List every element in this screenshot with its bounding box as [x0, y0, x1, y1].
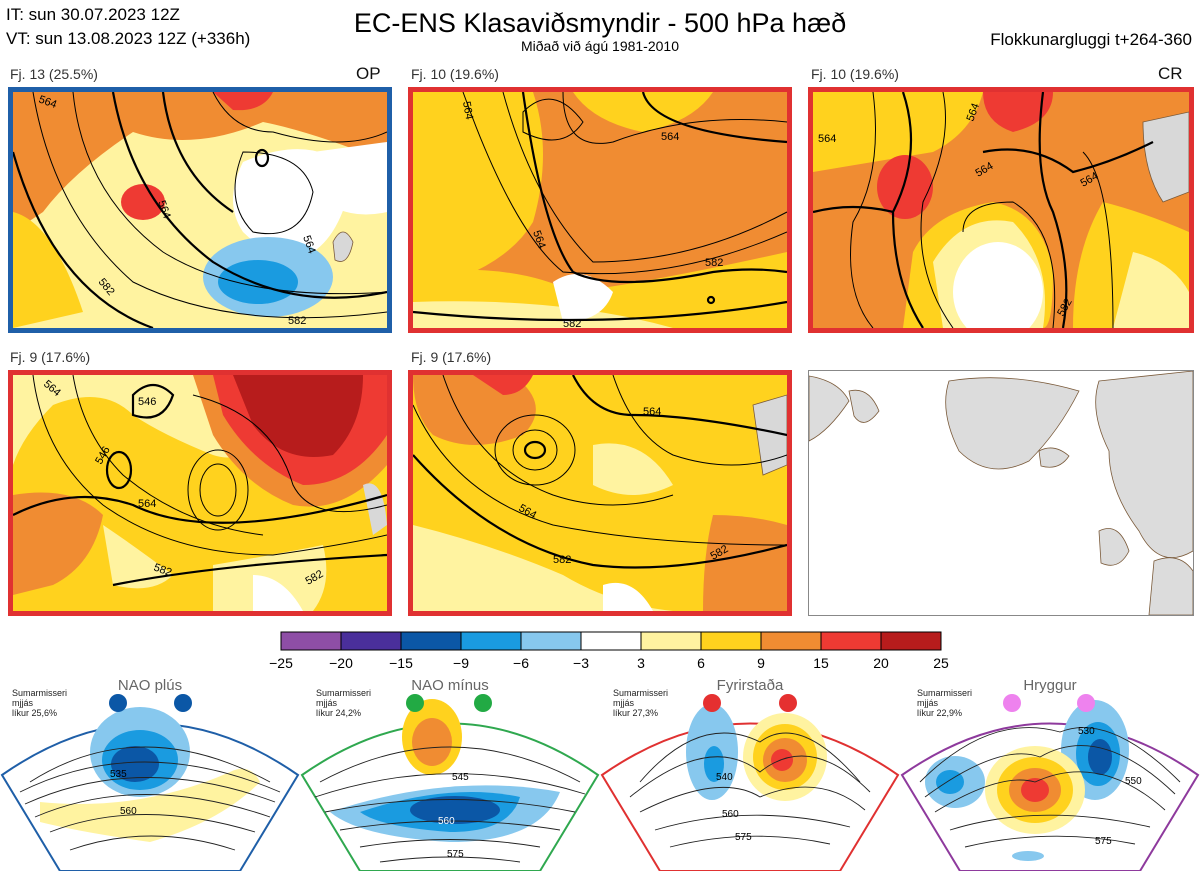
regime-title: NAO mínus	[411, 677, 489, 694]
regime-title: NAO plús	[118, 677, 182, 694]
colorbar	[280, 631, 942, 651]
colorbar-tick-label: 15	[813, 655, 829, 671]
contour-label: 564	[661, 131, 679, 143]
panel-3-label: Fj. 10 (19.6%)	[811, 66, 899, 82]
regime-blocking: Fyrirstaða Sumarmisseri mjjás líkur 27,3…	[600, 677, 900, 871]
regime-probability: líkur 22,9%	[917, 708, 962, 718]
contour-label: 530	[1078, 726, 1095, 737]
regime-note: mjjás	[12, 698, 34, 708]
colorbar-tick-label: −20	[329, 655, 353, 671]
contour-label: 564	[965, 102, 983, 123]
regime-note: Sumarmisseri	[316, 688, 371, 698]
regime-note: mjjás	[613, 698, 635, 708]
regime-nao-minus: NAO mínus Sumarmisseri mjjás líkur 24,2%…	[300, 677, 600, 871]
cluster-map-2: 564 564 564 582 582	[408, 87, 792, 333]
colorbar-tick-label: −9	[453, 655, 469, 671]
colorbar-tick-label: 6	[697, 655, 705, 671]
regime-probability: líkur 27,3%	[613, 708, 658, 718]
contour-label: 575	[447, 849, 464, 860]
contour-label: 564	[643, 406, 661, 418]
colorbar-tick-label: −15	[389, 655, 413, 671]
page-title: EC-ENS Klasaviðsmyndir - 500 hPa hæð	[353, 8, 847, 38]
contour-label: 564	[300, 234, 318, 255]
colorbar-tick-label: −6	[513, 655, 529, 671]
cluster-map-1: 564 564 582 564 582	[8, 87, 392, 333]
base-map	[808, 370, 1194, 616]
regime-maps: NAO plús Sumarmisseri mjjás líkur 25,6% …	[0, 677, 1200, 871]
valid-time: VT: sun 13.08.2023 12Z (+336h)	[6, 29, 251, 48]
contour-label: 564	[460, 100, 475, 120]
regime-nao-plus: NAO plús Sumarmisseri mjjás líkur 25,6% …	[0, 677, 300, 871]
colorbar-swatch	[520, 631, 582, 651]
contour-label: 564	[138, 498, 156, 510]
colorbar-tick-label: −25	[269, 655, 293, 671]
page-subtitle: Miðað við ágú 1981-2010	[520, 38, 679, 54]
panel-1-label: Fj. 13 (25.5%)	[10, 66, 98, 82]
contour-label: 575	[735, 832, 752, 843]
cluster-map-4: 564 546 546 564 582 582	[8, 370, 392, 616]
colorbar-swatch	[760, 631, 822, 651]
contour-label: 540	[716, 772, 733, 783]
regime-note: mjjás	[316, 698, 338, 708]
contour-label: 564	[155, 199, 173, 220]
contour-label: 546	[138, 396, 156, 408]
colorbar-swatch	[280, 631, 342, 651]
regime-note: Sumarmisseri	[12, 688, 67, 698]
contour-label: 560	[120, 806, 137, 817]
contour-label: 535	[110, 769, 127, 780]
colorbar-tick-label: 9	[757, 655, 765, 671]
colorbar-swatch	[700, 631, 762, 651]
panel-3-tag: CR	[1158, 64, 1183, 83]
colorbar-swatch	[460, 631, 522, 651]
cluster-map-5: 564 564 582 582	[408, 370, 792, 616]
contour-label: 582	[152, 562, 173, 580]
panel-4-label: Fj. 9 (17.6%)	[10, 349, 91, 365]
panel-5-label: Fj. 9 (17.6%)	[411, 349, 492, 365]
colorbar-swatch	[340, 631, 402, 651]
contour-label: 575	[1095, 836, 1112, 847]
cluster-map-3: 564 564 564 564 582	[808, 87, 1194, 333]
colorbar-tick-label: 20	[873, 655, 889, 671]
regime-note: Sumarmisseri	[917, 688, 972, 698]
contour-label: 564	[818, 133, 836, 145]
regime-note: mjjás	[917, 698, 939, 708]
colorbar-swatch	[640, 631, 702, 651]
contour-label: 582	[288, 315, 306, 327]
contour-label: 560	[438, 816, 455, 827]
panel-2-label: Fj. 10 (19.6%)	[411, 66, 499, 82]
colorbar-swatch	[400, 631, 462, 651]
contour-label: 582	[705, 257, 723, 269]
contour-label: 582	[563, 318, 581, 328]
contour-label: 564	[37, 94, 58, 112]
classification-window: Flokkunargluggi t+264-360	[990, 30, 1192, 49]
init-time: IT: sun 30.07.2023 12Z	[6, 5, 180, 24]
panel-1-tag: OP	[356, 64, 381, 83]
regime-ridge: Hryggur Sumarmisseri mjjás líkur 22,9% 5…	[900, 677, 1200, 871]
contour-label: 545	[452, 772, 469, 783]
colorbar-tick-label: 25	[933, 655, 949, 671]
regime-title: Fyrirstaða	[717, 677, 784, 694]
contour-label: 560	[722, 809, 739, 820]
colorbar-tick-label: 3	[637, 655, 645, 671]
contour-label: 564	[530, 229, 548, 250]
colorbar-swatch	[580, 631, 642, 651]
contour-label: 550	[1125, 776, 1142, 787]
contour-label: 582	[553, 554, 571, 566]
regime-probability: líkur 24,2%	[316, 708, 361, 718]
regime-probability: líkur 25,6%	[12, 708, 57, 718]
colorbar-tick-label: −3	[573, 655, 589, 671]
colorbar-swatch	[880, 631, 942, 651]
regime-title: Hryggur	[1023, 677, 1076, 694]
regime-note: Sumarmisseri	[613, 688, 668, 698]
colorbar-swatch	[820, 631, 882, 651]
